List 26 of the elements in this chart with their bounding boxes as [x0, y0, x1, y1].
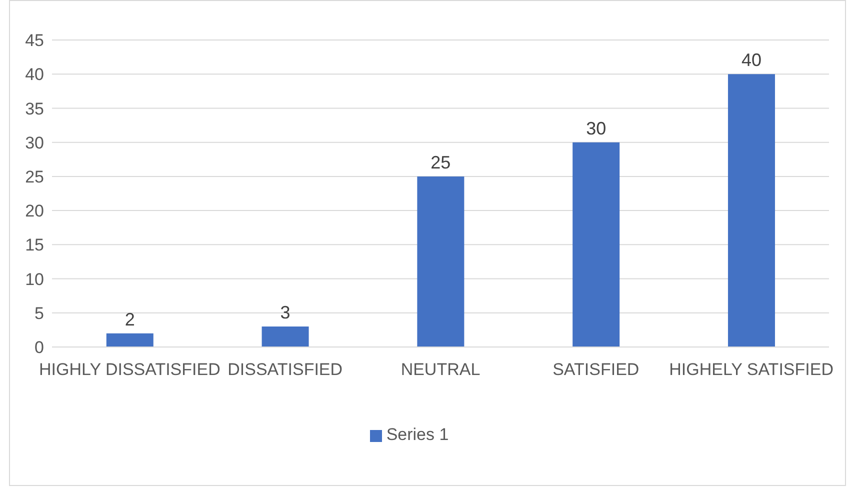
y-tick-label: 10 — [25, 270, 44, 289]
data-label: 40 — [741, 50, 762, 70]
bar — [572, 142, 620, 347]
y-tick-label: 30 — [25, 133, 44, 152]
data-label: 3 — [280, 302, 290, 323]
y-tick-label: 20 — [25, 202, 44, 221]
y-tick-label: 25 — [25, 167, 44, 186]
x-tick-label: HIGHELY SATISFIED — [669, 360, 834, 380]
y-tick-label: 40 — [25, 65, 44, 84]
y-tick-label: 15 — [25, 236, 44, 255]
y-tick-label: 0 — [34, 338, 44, 358]
data-label: 25 — [430, 152, 451, 172]
y-tick-label: 45 — [25, 31, 44, 50]
data-label: 30 — [586, 118, 606, 138]
data-label: 2 — [124, 309, 135, 330]
x-tick-label: DISSATISFIED — [228, 360, 343, 380]
x-tick-label: SATISFIED — [552, 360, 640, 380]
x-tick-label: NEUTRAL — [400, 360, 480, 380]
legend-label: Series 1 — [386, 425, 449, 444]
bar — [417, 176, 464, 347]
y-tick-label: 35 — [25, 99, 44, 118]
x-tick-label: HIGHLY DISSATISFIED — [39, 360, 220, 380]
bar — [262, 326, 309, 347]
y-tick-label: 5 — [34, 304, 44, 323]
bar — [106, 333, 154, 347]
bar — [728, 74, 775, 347]
